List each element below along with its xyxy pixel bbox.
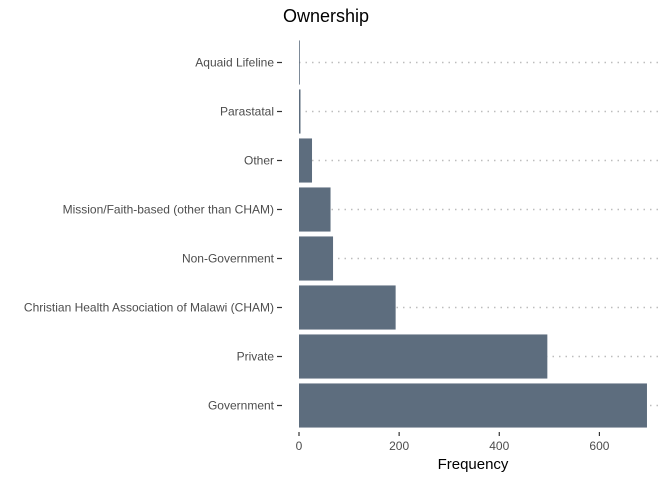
bar [299,285,396,330]
y-tick-label: Parastatal [220,105,274,119]
bar [299,40,300,85]
x-tick-label: 200 [389,439,409,453]
y-tick-label: Christian Health Association of Malawi (… [24,301,274,315]
bar [299,334,548,379]
bar [299,383,647,428]
chart-title: Ownership [283,6,369,26]
x-tick-label: 400 [489,439,509,453]
y-axis-labels: Government Private Christian Health Associ… [24,56,282,413]
x-axis: 0 200 400 600 [296,432,610,453]
bar [299,187,331,232]
x-tick-label: 600 [589,439,609,453]
y-tick-label: Private [237,350,275,364]
y-tick-label: Government [208,399,275,413]
y-tick-label: Non-Government [182,252,275,266]
bar [299,89,301,134]
y-tick-label: Aquaid Lifeline [195,56,274,70]
x-tick-label: 0 [296,439,303,453]
bar [299,236,334,281]
x-axis-title: Frequency [438,456,509,473]
y-tick-label: Other [244,154,274,168]
bars [299,40,647,428]
bar [299,138,313,183]
y-tick-label: Mission/Faith-based (other than CHAM) [63,203,274,217]
